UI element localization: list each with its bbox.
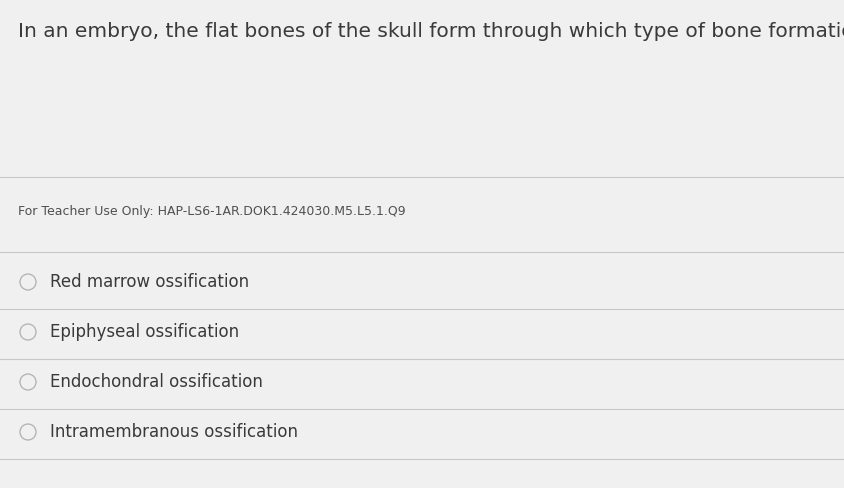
Text: Red marrow ossification: Red marrow ossification [50, 272, 249, 290]
Text: Intramembranous ossification: Intramembranous ossification [50, 422, 298, 440]
Text: For Teacher Use Only: HAP-LS6-1AR.DOK1.424030.M5.L5.1.Q9: For Teacher Use Only: HAP-LS6-1AR.DOK1.4… [18, 204, 406, 218]
Text: Epiphyseal ossification: Epiphyseal ossification [50, 323, 239, 340]
Text: Endochondral ossification: Endochondral ossification [50, 372, 262, 390]
Text: In an embryo, the flat bones of the skull form through which type of bone format: In an embryo, the flat bones of the skul… [18, 22, 844, 41]
